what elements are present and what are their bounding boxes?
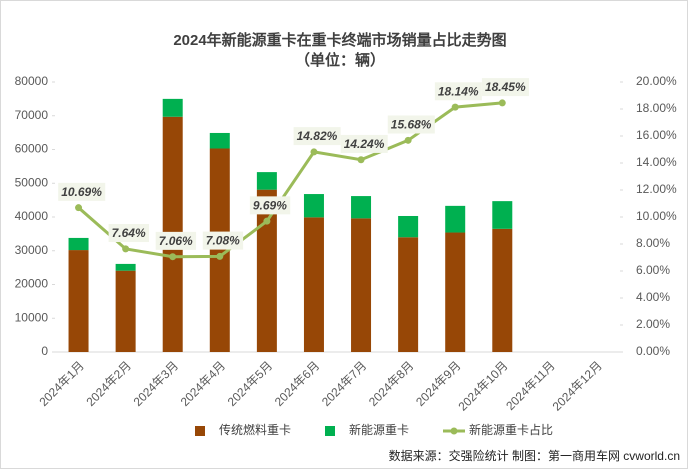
bar <box>68 250 89 352</box>
y-tick-label: 20000 <box>15 277 49 291</box>
y2-tick-label: 4.00% <box>636 290 670 304</box>
legend-swatch <box>195 426 205 436</box>
legend-label: 新能源重卡占比 <box>469 422 553 437</box>
data-label: 18.14% <box>434 82 482 101</box>
data-label: 7.08% <box>202 231 244 250</box>
line-marker <box>357 156 365 164</box>
y2-tick-label: 18.00% <box>636 101 677 115</box>
bar <box>303 194 324 218</box>
legend-swatch <box>325 426 335 436</box>
data-label-bg <box>249 196 291 215</box>
data-label-text: 14.24% <box>344 137 385 151</box>
data-label-bg <box>340 134 388 153</box>
data-label-bg <box>108 224 149 243</box>
line-marker <box>263 217 271 225</box>
bar <box>256 172 277 190</box>
line-marker <box>451 103 459 111</box>
y2-tick-label: 2.00% <box>636 317 670 331</box>
data-label-bg <box>387 115 435 134</box>
data-label-bg <box>155 231 197 250</box>
data-label: 10.69% <box>58 182 106 201</box>
data-label-bg <box>434 82 482 101</box>
data-label: 18.45% <box>481 78 529 97</box>
y2-tick-label: 12.00% <box>636 182 677 196</box>
data-label: 7.06% <box>155 231 197 250</box>
data-label-bg <box>58 182 106 201</box>
legend-label: 传统燃料重卡 <box>219 422 291 437</box>
data-label: 14.24% <box>340 134 388 153</box>
line-marker <box>169 253 177 261</box>
bar <box>256 189 277 352</box>
line-marker <box>404 136 412 144</box>
legend-swatch-marker <box>450 427 458 435</box>
chart-title: 2024年新能源重卡在重卡终端市场销量占比走势图 <box>173 31 506 49</box>
line-marker <box>498 99 506 107</box>
data-label-bg <box>202 231 244 250</box>
bar <box>351 196 372 219</box>
line-marker <box>216 252 224 260</box>
y2-tick-label: 0.00% <box>636 344 670 358</box>
data-label-text: 9.69% <box>253 198 287 212</box>
bar <box>303 217 324 352</box>
data-label-bg <box>481 78 529 97</box>
bar <box>492 201 513 229</box>
y2-tick-label: 8.00% <box>636 236 670 250</box>
y2-tick-label: 6.00% <box>636 263 670 277</box>
y2-tick-label: 16.00% <box>636 128 677 142</box>
y-tick-label: 80000 <box>15 74 49 88</box>
bar <box>115 263 136 271</box>
y-tick-label: 0 <box>41 344 48 358</box>
bar <box>445 232 466 352</box>
y2-tick-label: 14.00% <box>636 155 677 169</box>
bar <box>351 218 372 352</box>
data-label-text: 7.08% <box>206 234 240 248</box>
line-marker <box>310 148 318 156</box>
line-marker <box>122 245 130 253</box>
y-tick-label: 10000 <box>15 310 49 324</box>
y-tick-label: 50000 <box>15 175 49 189</box>
y-tick-label: 30000 <box>15 243 49 257</box>
y-tick-label: 70000 <box>15 108 49 122</box>
data-label: 14.82% <box>293 127 341 146</box>
data-label: 15.68% <box>387 115 435 134</box>
data-label-bg <box>293 127 341 146</box>
data-label-text: 18.45% <box>485 80 526 94</box>
data-label-text: 10.69% <box>61 185 102 199</box>
bar <box>209 132 230 149</box>
legend-label: 新能源重卡 <box>349 422 409 437</box>
bar <box>162 98 183 117</box>
source-note: 数据来源：交强险统计 制图：第一商用车网 cvworld.cn <box>389 448 680 463</box>
bar <box>398 237 419 352</box>
chart-subtitle: （单位：辆） <box>295 51 385 69</box>
data-label-text: 14.82% <box>297 129 338 143</box>
line-marker <box>75 204 83 212</box>
y-tick-label: 60000 <box>15 142 49 156</box>
bar <box>68 237 89 251</box>
data-label: 7.64% <box>108 224 149 243</box>
data-label-text: 7.64% <box>112 226 146 240</box>
y-tick-label: 40000 <box>15 209 49 223</box>
bar <box>492 228 513 352</box>
bar <box>398 215 419 238</box>
data-label-text: 18.14% <box>438 84 479 98</box>
bar <box>209 148 230 352</box>
bar <box>115 270 136 352</box>
data-label: 9.69% <box>249 196 291 215</box>
bar <box>445 205 466 233</box>
data-label-text: 7.06% <box>159 234 193 248</box>
y2-tick-label: 10.00% <box>636 209 677 223</box>
y2-tick-label: 20.00% <box>636 74 677 88</box>
data-label-text: 15.68% <box>391 117 432 131</box>
